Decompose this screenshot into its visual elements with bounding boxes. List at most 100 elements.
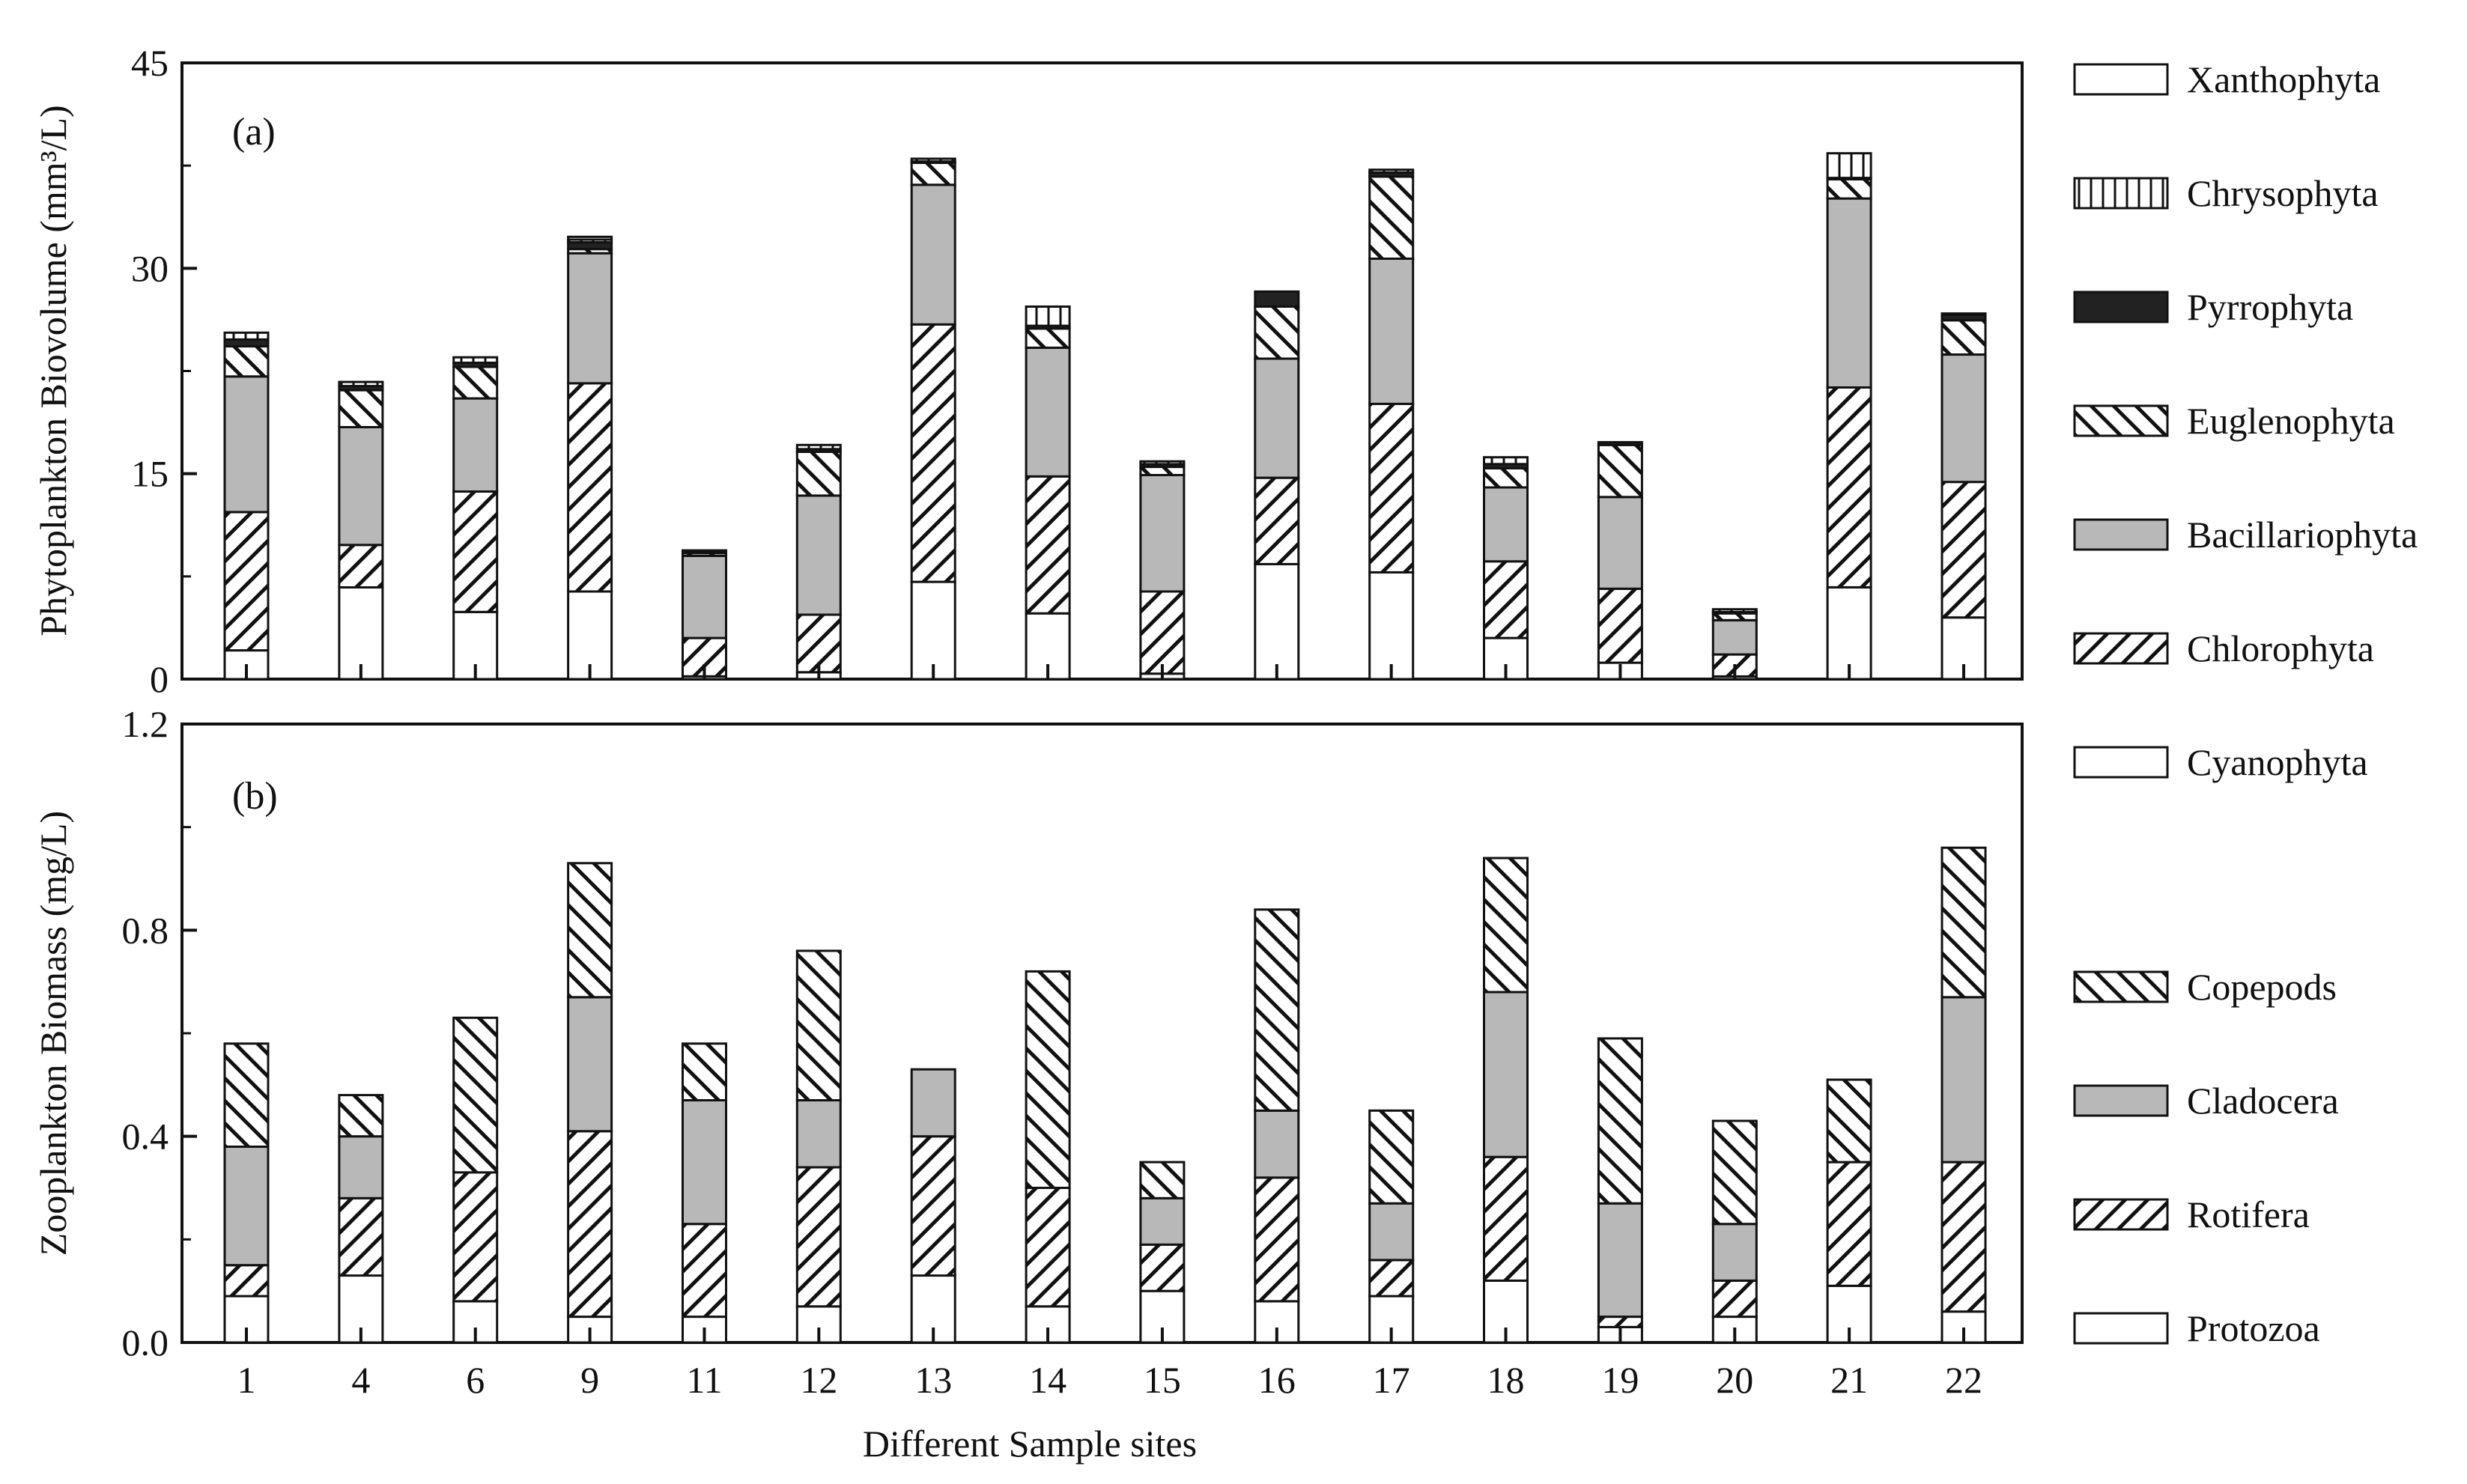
legend-swatch-cladocera [2073,1084,2169,1117]
y-ticks-a: 0 15 30 45 [131,42,197,700]
bar-a-pyrrophyta-site-16 [1254,290,1300,308]
bar-b-copepods-site-20 [1711,1119,1758,1226]
y-axis-title-b: Zooplankton Biomass (mg/L) [32,811,74,1256]
bar-a-bacillariophyta-site-19 [1597,496,1643,590]
bar-a-euglenophyta-site-15 [1139,466,1186,476]
x-ticks: 1 4 6 9 11 12 13 14 15 16 17 18 19 20 21 22 [237,664,1982,1401]
legend-label-xanthophyta: Xanthophyta [2187,58,2380,100]
bar-b-cladocera-site-4 [338,1135,384,1199]
bar-a-bacillariophyta-site-6 [452,397,499,493]
legend-label-rotifera: Rotifera [2187,1193,2310,1235]
bar-a-euglenophyta-site-22 [1940,319,1987,356]
bar-a-xanthophyta-site-9 [567,235,613,241]
bar-b-cladocera-site-13 [910,1068,956,1138]
bar-a-chrysophyta-site-1 [223,331,270,341]
bar-a-bacillariophyta-site-4 [338,426,384,547]
y-tick-label-a: 45 [131,42,169,84]
x-tick-label-site-16: 16 [1258,1359,1296,1401]
bar-a-euglenophyta-site-17 [1368,175,1415,260]
legend-label-bacillariophyta: Bacillariophyta [2187,514,2418,556]
bar-b-rotifera-site-21 [1826,1161,1872,1287]
bar-a-euglenophyta-site-12 [795,450,842,497]
bar-a-chrysophyta-site-22 [1940,312,1987,317]
bar-a-euglenophyta-site-16 [1254,305,1300,360]
x-tick-label-site-19: 19 [1601,1359,1639,1401]
bar-b-rotifera-site-16 [1254,1176,1300,1303]
y-tick-label-b: 0.8 [122,909,169,951]
x-tick-label-site-4: 4 [351,1359,370,1401]
legend-zooplankton: Copepods Cladocera Rotifera Protozoa [2073,966,2339,1349]
bar-a-cyanophyta-site-16 [1254,562,1300,681]
bar-a-euglenophyta-site-21 [1826,178,1872,200]
x-tick-label-site-18: 18 [1487,1359,1525,1401]
bar-a-bacillariophyta-site-11 [682,554,727,639]
bar-b-copepods-site-15 [1139,1161,1186,1199]
bar-b-rotifera-site-18 [1483,1155,1529,1282]
bar-a-chlorophyta-site-15 [1139,590,1186,675]
legend-label-chrysophyta: Chrysophyta [2187,172,2379,214]
legend-label-chlorophyta: Chlorophyta [2187,627,2374,669]
bar-b-rotifera-site-14 [1025,1187,1071,1308]
bar-a-bacillariophyta-site-20 [1711,618,1758,656]
x-axis-title: Different Sample sites [863,1423,1197,1465]
panel-label-b: (b) [232,775,278,818]
bar-b-cladocera-site-22 [1940,996,1987,1164]
bar-a-bacillariophyta-site-14 [1025,346,1071,478]
legend-swatch-chlorophyta [2073,632,2169,665]
bar-b-rotifera-site-22 [1940,1161,1987,1313]
legend-swatch-xanthophyta [2073,63,2169,96]
bar-b-copepods-site-14 [1025,970,1071,1190]
bar-b-cladocera-site-11 [682,1099,727,1226]
y-tick-label-b: 0.0 [122,1322,169,1363]
panel-label-a: (a) [232,111,276,153]
bar-a-euglenophyta-site-4 [338,389,384,428]
x-tick-label-site-6: 6 [466,1359,485,1401]
x-tick-label-site-9: 9 [580,1359,599,1401]
bar-b-cladocera-site-19 [1597,1202,1643,1319]
bar-a-euglenophyta-site-14 [1025,327,1071,349]
bar-a-chlorophyta-site-22 [1940,481,1987,619]
bar-a-chrysophyta-site-20 [1711,608,1758,613]
bar-a-chrysophyta-site-13 [910,157,956,163]
bar-a-chrysophyta-site-21 [1826,152,1872,180]
x-tick-label-site-1: 1 [237,1359,256,1401]
bar-a-chrysophyta-site-18 [1483,456,1529,466]
bar-a-bacillariophyta-site-18 [1483,486,1529,563]
bar-a-bacillariophyta-site-17 [1368,258,1415,405]
bar-b-copepods-site-9 [567,862,613,999]
bar-a-chrysophyta-site-14 [1025,305,1071,327]
x-tick-label-site-17: 17 [1373,1359,1410,1401]
legend-swatch-euglenophyta [2073,404,2169,437]
bar-b-copepods-site-6 [452,1016,499,1174]
bar-b-copepods-site-16 [1254,908,1300,1112]
bar-b-copepods-site-4 [338,1094,384,1138]
legend-swatch-protozoa [2073,1312,2169,1345]
bar-b-cladocera-site-9 [567,996,613,1133]
x-tick-label-site-11: 11 [686,1359,722,1401]
bar-a-pyrrophyta-site-19 [1597,441,1643,446]
bars-group-a [223,152,1987,681]
bar-a-chlorophyta-site-12 [795,613,842,674]
bar-a-chlorophyta-site-21 [1826,386,1872,589]
bar-a-bacillariophyta-site-21 [1826,197,1872,389]
bar-a-chrysophyta-site-15 [1139,460,1186,466]
bar-a-chlorophyta-site-4 [338,544,384,589]
bar-a-cyanophyta-site-17 [1368,571,1415,681]
bar-a-bacillariophyta-site-15 [1139,474,1186,593]
legend-swatch-pyrrophyta [2073,291,2169,323]
legend-swatch-rotifera [2073,1198,2169,1231]
bar-a-chlorophyta-site-14 [1025,475,1071,615]
legend-swatch-cyanophyta [2073,746,2169,779]
legend-label-copepods: Copepods [2187,966,2337,1008]
bar-a-chlorophyta-site-1 [223,511,270,652]
bar-b-rotifera-site-1 [223,1264,270,1298]
bar-a-chlorophyta-site-13 [910,323,956,583]
bar-a-bacillariophyta-site-22 [1940,353,1987,484]
bar-b-cladocera-site-18 [1483,991,1529,1158]
bar-a-chrysophyta-site-12 [795,443,842,451]
bar-a-chlorophyta-site-19 [1597,587,1643,664]
bar-a-euglenophyta-site-1 [223,345,270,378]
x-tick-label-site-14: 14 [1029,1359,1066,1401]
bar-b-copepods-site-19 [1597,1037,1643,1205]
